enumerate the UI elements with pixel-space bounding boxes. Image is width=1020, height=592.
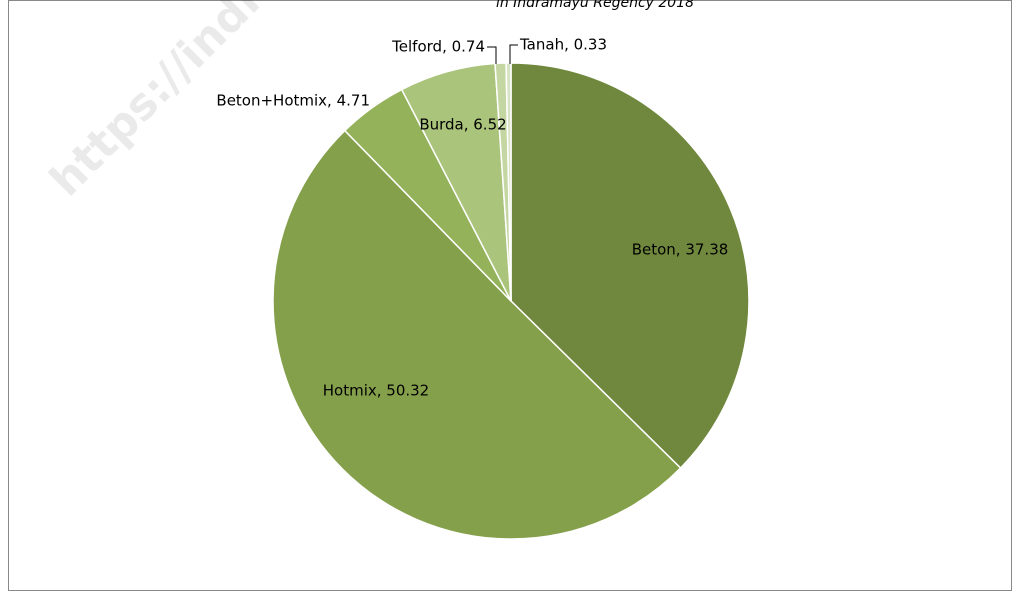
pie-slice — [505, 62, 512, 302]
leader-line — [509, 44, 518, 64]
data-label: Beton, 37.38 — [632, 241, 729, 259]
data-label: Tanah, 0.33 — [519, 36, 607, 54]
data-label: Hotmix, 50.32 — [323, 382, 429, 400]
data-label: Telford, 0.74 — [391, 38, 485, 56]
leader-line — [487, 46, 497, 64]
pie-slice — [510, 62, 750, 470]
data-label: Beton+Hotmix, 4.71 — [216, 92, 370, 110]
chart-title: in Indramayu Regency 2018 — [496, 0, 694, 11]
pie-slice — [272, 129, 682, 540]
data-label: Burda, 6.52 — [419, 116, 506, 134]
